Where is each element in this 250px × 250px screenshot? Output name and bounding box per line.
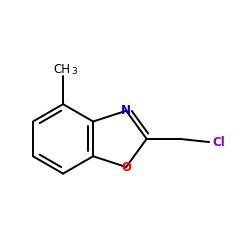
Text: O: O bbox=[121, 160, 131, 173]
Text: CH: CH bbox=[53, 62, 70, 76]
Text: 3: 3 bbox=[71, 66, 77, 76]
Text: N: N bbox=[121, 104, 131, 117]
Text: Cl: Cl bbox=[212, 136, 225, 148]
